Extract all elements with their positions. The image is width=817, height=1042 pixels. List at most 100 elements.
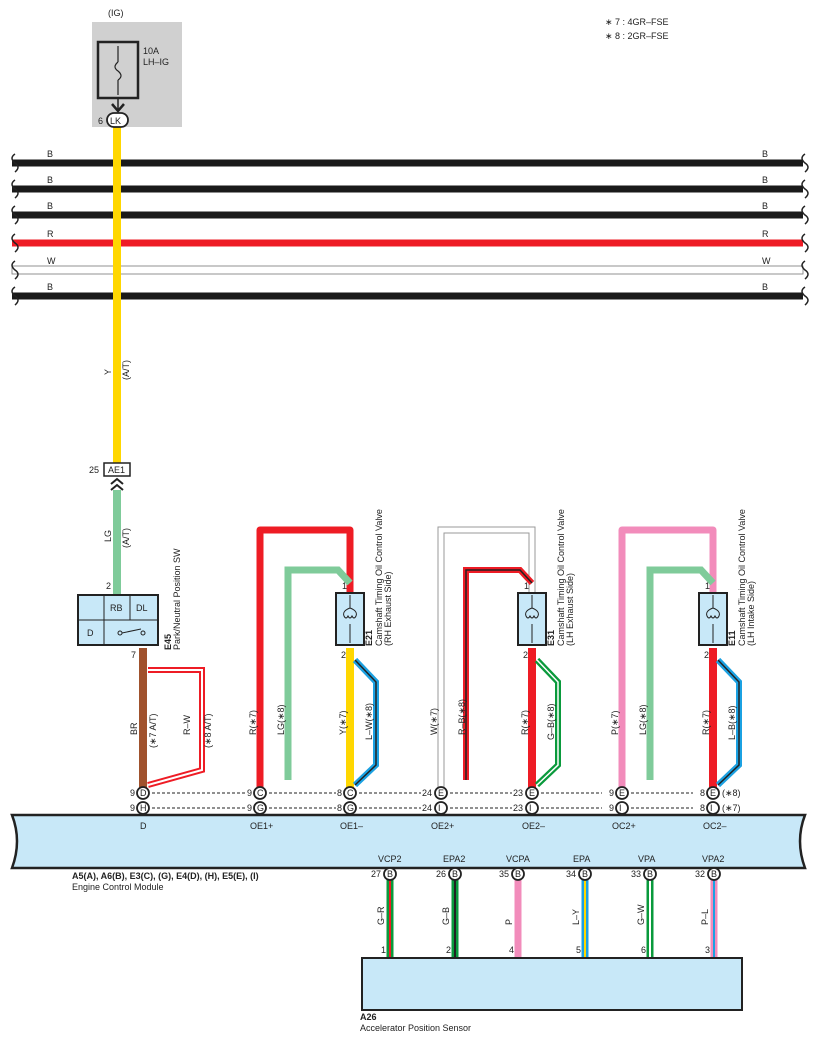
sensor-wire: [514, 880, 522, 958]
terminal-conn: I: [710, 803, 713, 813]
a26-id: A26: [360, 1012, 377, 1022]
chevron-up-icon: [110, 477, 124, 491]
terminal-conn: I: [529, 803, 532, 813]
sensor-wire-label: G–B: [441, 907, 451, 925]
terminal-pin: 9: [609, 788, 614, 798]
terminal-conn: E: [438, 788, 444, 798]
wire-valve-0-a: [256, 526, 354, 790]
valve-name: Camshaft Timing Oil Control Valve: [556, 509, 566, 646]
terminal-circle: [706, 801, 720, 815]
wire-lg-note: (A/T): [121, 528, 131, 548]
terminal-conn: G: [257, 803, 264, 813]
bus-label-left: R: [47, 229, 54, 239]
terminal-conn: E: [619, 788, 625, 798]
e45-name: Park/Neutral Position SW: [172, 548, 182, 650]
connector-lk-label: LK: [110, 116, 121, 126]
bus-wire-0: [12, 159, 803, 167]
terminal-conn: I: [438, 803, 441, 813]
sensor-wire-stripe: [389, 880, 391, 958]
terminal-conn: E: [529, 788, 535, 798]
wire-rw: [147, 669, 203, 786]
sensor-wire-stripe: [713, 880, 715, 958]
terminal-label: OE2–: [522, 821, 545, 831]
terminal-pin: 9: [130, 803, 135, 813]
valve-pin-1: 1: [524, 581, 529, 591]
cell-rb: RB: [110, 603, 123, 613]
wire-valve-1-c: [528, 648, 536, 788]
valve-pin-2: 2: [341, 650, 346, 660]
terminal-pin: 26: [436, 869, 446, 879]
wire-valve-0-b: [284, 566, 353, 780]
valve-wire-label: Y(∗7): [338, 710, 348, 735]
wire-br-note: (∗7 A/T): [148, 713, 158, 748]
valve-wire-label: LG(∗8): [276, 704, 286, 735]
sensor-pin: 2: [446, 945, 451, 955]
sensor-terminal-label: EPA: [573, 854, 590, 864]
terminal-label: D: [140, 821, 147, 831]
valve-wire-label: R(∗7): [248, 710, 258, 735]
ig-fuse-block: (IG) 10A LH–IG: [92, 8, 182, 127]
valve-name: Camshaft Timing Oil Control Valve: [374, 509, 384, 646]
valve-side: (RH Exhaust Side): [383, 571, 393, 646]
wire-y-label: Y: [103, 369, 113, 375]
terminal-circle: [343, 786, 357, 800]
valve-pin-2: 2: [704, 650, 709, 660]
valve-pin-1: 1: [705, 581, 710, 591]
bus-label-left: B: [47, 282, 53, 292]
bus-label-right: W: [762, 256, 771, 266]
bus-break-right: [801, 153, 809, 173]
sensor-wire-stripe: [454, 880, 456, 958]
terminal-label: OE1+: [250, 821, 273, 831]
terminal-conn: B: [452, 869, 458, 879]
sensor-pin: 5: [576, 945, 581, 955]
terminal-circle: [383, 867, 397, 881]
e45-pin-2: 2: [106, 581, 111, 591]
bus-label-left: W: [47, 256, 56, 266]
terminal-circle: [643, 867, 657, 881]
solenoid-icon: [525, 595, 539, 643]
terminal-circle: [434, 786, 448, 800]
valve-wire-label: P(∗7): [610, 710, 620, 735]
ecm-name: Engine Control Module: [72, 882, 164, 892]
pin-25: 25: [89, 465, 99, 475]
terminal-conn: B: [582, 869, 588, 879]
park-neutral-switch: 2 RB DL D 7 E45 Park/Neutral Position SW: [77, 548, 182, 660]
cell-dl: DL: [136, 603, 148, 613]
valve-id: E11: [727, 630, 737, 646]
e45-pin-7: 7: [131, 650, 136, 660]
sensor-terminal-label: VCPA: [506, 854, 530, 864]
terminal-conn: C: [257, 788, 264, 798]
valve-id: E31: [546, 630, 556, 646]
terminal-conn: B: [387, 869, 393, 879]
terminal-pin: 24: [422, 803, 432, 813]
terminal-pin: 23: [513, 788, 523, 798]
terminal-circle: [525, 786, 539, 800]
bus-label-right: B: [762, 201, 768, 211]
fuse-amp: 10A: [143, 46, 159, 56]
terminal-pin: 9: [609, 803, 614, 813]
valve-wire-label: R(∗7): [701, 710, 711, 735]
ecm-body: [10, 813, 807, 870]
sensor-wire-label: G–W: [636, 904, 646, 925]
sensor-wire-label: G–R: [376, 906, 386, 925]
sensor-pin: 1: [381, 945, 386, 955]
terminal-pin: 8: [337, 788, 342, 798]
terminal-conn: C: [347, 788, 354, 798]
wire-rw-note: (∗8 A/T): [203, 713, 213, 748]
wire-valve-2-b: [646, 566, 716, 780]
bus-label-right: B: [762, 282, 768, 292]
sensor-pin: 6: [641, 945, 646, 955]
terminal-label: OC2–: [703, 821, 727, 831]
bus-break-right: [801, 233, 809, 253]
valve-side: (LH Exhaust Side): [565, 573, 575, 646]
sensor-wire-label: P–L: [700, 909, 710, 925]
bus-break-left: [11, 233, 19, 253]
terminal-conn: E: [710, 788, 716, 798]
bus-wire-1: [12, 185, 803, 193]
terminal-circle: [136, 786, 150, 800]
terminal-pin: 35: [499, 869, 509, 879]
e45-id: E45: [163, 634, 173, 650]
terminal-conn: B: [711, 869, 717, 879]
